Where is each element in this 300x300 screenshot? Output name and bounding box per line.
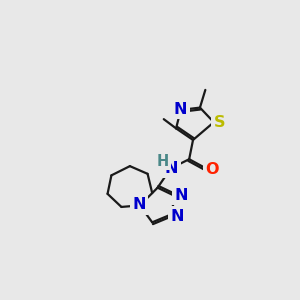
- Text: N: N: [132, 197, 146, 212]
- Text: N: N: [165, 161, 178, 176]
- Text: N: N: [175, 188, 188, 203]
- Text: N: N: [174, 102, 188, 117]
- Text: S: S: [214, 115, 225, 130]
- Text: H: H: [157, 154, 169, 169]
- Text: O: O: [206, 162, 219, 177]
- Text: N: N: [170, 209, 184, 224]
